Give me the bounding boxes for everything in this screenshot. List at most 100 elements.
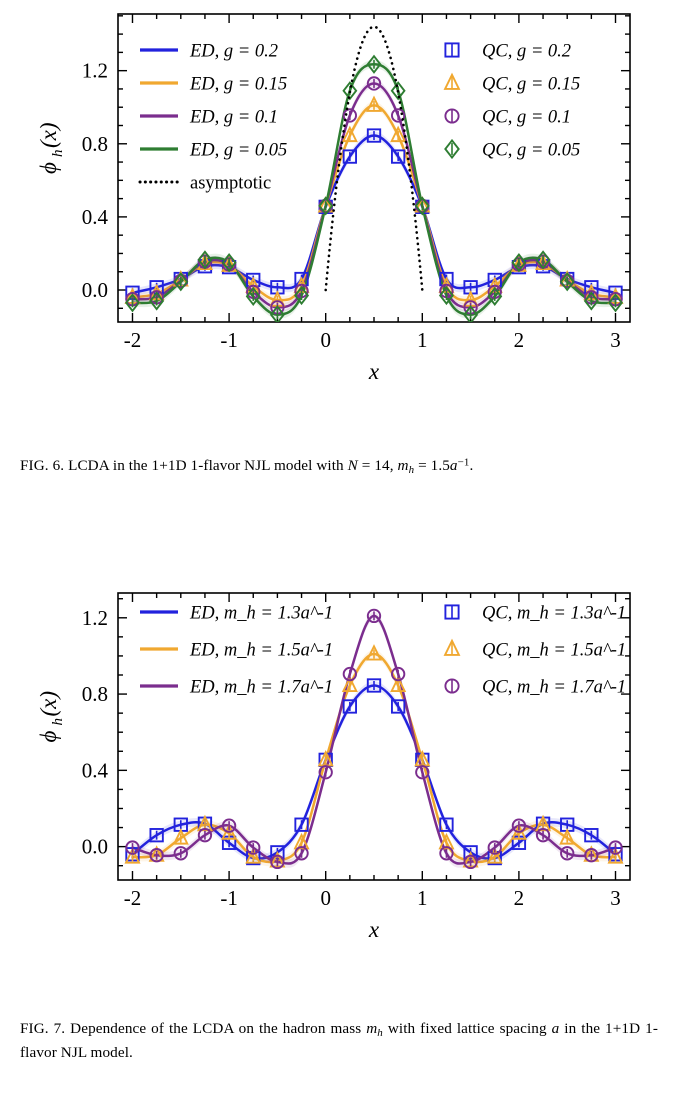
data-marker-0-1 bbox=[149, 828, 164, 843]
data-marker-2-14 bbox=[463, 854, 478, 870]
fig7-plot: -2 -1 0 1 2 3 x 0.0 0.4 0.8 1.2 ϕh(x) ED, m_h = 1.3a… bbox=[36, 592, 631, 942]
fig6-caption-eq2: = 1.5 bbox=[414, 457, 450, 474]
x-tick-label: -2 bbox=[124, 328, 142, 352]
data-marker-2-20 bbox=[608, 840, 623, 855]
legend-qc-label-1: QC, m_h = 1.5a^-1 bbox=[482, 641, 626, 661]
data-marker-2-6 bbox=[270, 854, 285, 870]
legend-qc-label-2: QC, m_h = 1.7a^-1 bbox=[482, 678, 626, 698]
y-tick-label: 0.8 bbox=[82, 682, 108, 706]
y-axis-title: ϕh(x) bbox=[36, 691, 66, 742]
data-marker-3-16 bbox=[511, 252, 527, 273]
data-marker-1-13 bbox=[438, 832, 455, 850]
legend: ED, m_h = 1.3a^-1 QC, m_h = 1.3a^-1 ED, m_… bbox=[140, 604, 626, 698]
legend-marker-3 bbox=[444, 138, 460, 160]
y-axis: 0.0 0.4 0.8 1.2 ϕh(x) bbox=[36, 598, 630, 867]
y-axis-title-sub: h bbox=[50, 150, 66, 158]
data-marker-0-9 bbox=[342, 699, 357, 714]
figure-7: -2 -1 0 1 2 3 x 0.0 0.4 0.8 1.2 ϕ h (x) ED, m_h = 1.3a… bbox=[0, 540, 676, 960]
data-marker-2-11 bbox=[391, 108, 406, 123]
data-marker-2-9 bbox=[342, 108, 357, 123]
data-marker-1-17 bbox=[535, 814, 552, 832]
data-marker-2-19 bbox=[584, 848, 599, 863]
legend-qc-label-0: QC, g = 0.2 bbox=[482, 42, 571, 62]
data-marker-1-10 bbox=[365, 644, 383, 661]
y-axis-title-text: ϕ bbox=[36, 730, 61, 742]
legend-marker-2 bbox=[444, 678, 460, 694]
data-marker-2-5 bbox=[246, 840, 261, 855]
legend-qc-label-1: QC, g = 0.15 bbox=[482, 75, 580, 95]
data-marker-3-8 bbox=[318, 196, 334, 216]
data-layer bbox=[124, 25, 624, 322]
data-marker-3-9 bbox=[342, 81, 358, 101]
legend-qc-label-2: QC, g = 0.1 bbox=[482, 108, 571, 128]
data-marker-2-4 bbox=[221, 818, 237, 833]
data-marker-2-17 bbox=[535, 828, 551, 843]
fig7-caption-label: FIG. 7. bbox=[20, 1020, 66, 1037]
data-marker-3-3 bbox=[197, 250, 213, 270]
figure-6-caption: FIG. 6. LCDA in the 1+1D 1-flavor NJL mo… bbox=[0, 455, 676, 479]
data-marker-2-9 bbox=[342, 666, 357, 682]
data-marker-3-18 bbox=[559, 272, 575, 292]
fig7-symbol-m-sub: h bbox=[377, 1027, 383, 1040]
data-marker-0-13 bbox=[439, 817, 454, 832]
data-marker-3-20 bbox=[608, 293, 624, 313]
data-marker-3-2 bbox=[173, 272, 189, 292]
y-tick-label: 1.2 bbox=[82, 606, 108, 630]
data-marker-2-3 bbox=[197, 828, 213, 843]
fig6-symbol-m-sub: h bbox=[408, 464, 415, 477]
legend-ed-label-2: ED, g = 0.1 bbox=[189, 108, 278, 128]
fig6-caption-end: . bbox=[469, 457, 474, 474]
data-marker-3-15 bbox=[487, 286, 503, 307]
legend-qc-label-3: QC, g = 0.05 bbox=[482, 141, 580, 161]
x-tick-label: 3 bbox=[610, 886, 621, 910]
y-axis-title-sub: h bbox=[50, 718, 66, 726]
data-marker-2-1 bbox=[149, 848, 164, 863]
x-tick-label: -1 bbox=[220, 328, 238, 352]
fig6-symbol-a-sup: −1 bbox=[457, 456, 470, 469]
data-marker-0-11 bbox=[391, 149, 406, 164]
data-marker-3-12 bbox=[414, 196, 430, 216]
legend: ED, g = 0.2 QC, g = 0.2 ED, g = 0.15 QC, g … bbox=[138, 42, 580, 194]
x-tick-label: 0 bbox=[320, 886, 331, 910]
data-marker-3-5 bbox=[245, 286, 261, 307]
data-marker-2-2 bbox=[173, 846, 188, 861]
x-tick-label: 1 bbox=[417, 886, 428, 910]
x-axis: -2 -1 0 1 2 3 x bbox=[124, 14, 621, 384]
data-marker-2-7 bbox=[294, 846, 309, 861]
legend-marker-0 bbox=[444, 42, 460, 58]
x-tick-label: 2 bbox=[514, 328, 525, 352]
data-marker-1-0 bbox=[124, 847, 141, 864]
axes-layer bbox=[117, 592, 631, 881]
y-tick-label: 0.4 bbox=[82, 205, 109, 229]
legend-asymptotic-label: asymptotic bbox=[190, 174, 271, 194]
data-marker-1-2 bbox=[172, 828, 189, 845]
data-marker-3-13 bbox=[438, 285, 454, 306]
asymptotic-curve bbox=[324, 25, 424, 292]
fig7-caption-text2: with fixed lattice spacing bbox=[387, 1020, 552, 1037]
x-tick-label: -1 bbox=[220, 886, 238, 910]
x-axis-title: x bbox=[368, 917, 380, 942]
data-marker-1-14 bbox=[462, 851, 479, 868]
fig6-caption-eq1: = 14, bbox=[357, 457, 394, 474]
data-marker-3-1 bbox=[149, 291, 165, 311]
data-marker-1-20 bbox=[607, 847, 624, 864]
data-marker-1-11 bbox=[390, 675, 407, 693]
data-marker-0-11 bbox=[391, 699, 406, 714]
data-marker-2-18 bbox=[560, 846, 575, 861]
x-tick-label: 1 bbox=[417, 328, 428, 352]
data-marker-1-4 bbox=[221, 823, 238, 840]
legend-ed-label-0: ED, m_h = 1.3a^-1 bbox=[189, 604, 333, 624]
data-marker-3-6 bbox=[269, 305, 285, 322]
data-marker-3-19 bbox=[583, 291, 599, 311]
data-marker-3-11 bbox=[390, 81, 406, 101]
data-marker-0-10 bbox=[366, 678, 382, 693]
data-marker-2-10 bbox=[366, 608, 382, 624]
y-axis-title-arg: (x) bbox=[36, 691, 61, 717]
legend-ed-label-1: ED, g = 0.15 bbox=[189, 75, 287, 95]
data-marker-3-7 bbox=[294, 285, 310, 306]
y-axis-title-text: ϕ bbox=[36, 162, 61, 174]
data-marker-3-10 bbox=[366, 54, 382, 74]
y-tick-label: 1.2 bbox=[82, 59, 108, 83]
data-marker-3-0 bbox=[124, 293, 140, 313]
data-marker-0-7 bbox=[294, 817, 309, 832]
